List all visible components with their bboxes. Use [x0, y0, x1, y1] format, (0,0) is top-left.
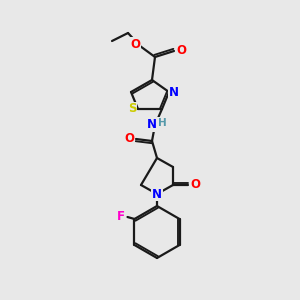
Text: F: F [116, 209, 124, 223]
Text: H: H [158, 118, 166, 128]
Text: S: S [128, 103, 136, 116]
Text: N: N [169, 85, 179, 98]
Text: N: N [147, 118, 157, 131]
Text: O: O [130, 38, 140, 50]
Text: O: O [176, 44, 186, 56]
Text: O: O [190, 178, 200, 191]
Text: N: N [152, 188, 162, 200]
Text: O: O [124, 133, 134, 146]
